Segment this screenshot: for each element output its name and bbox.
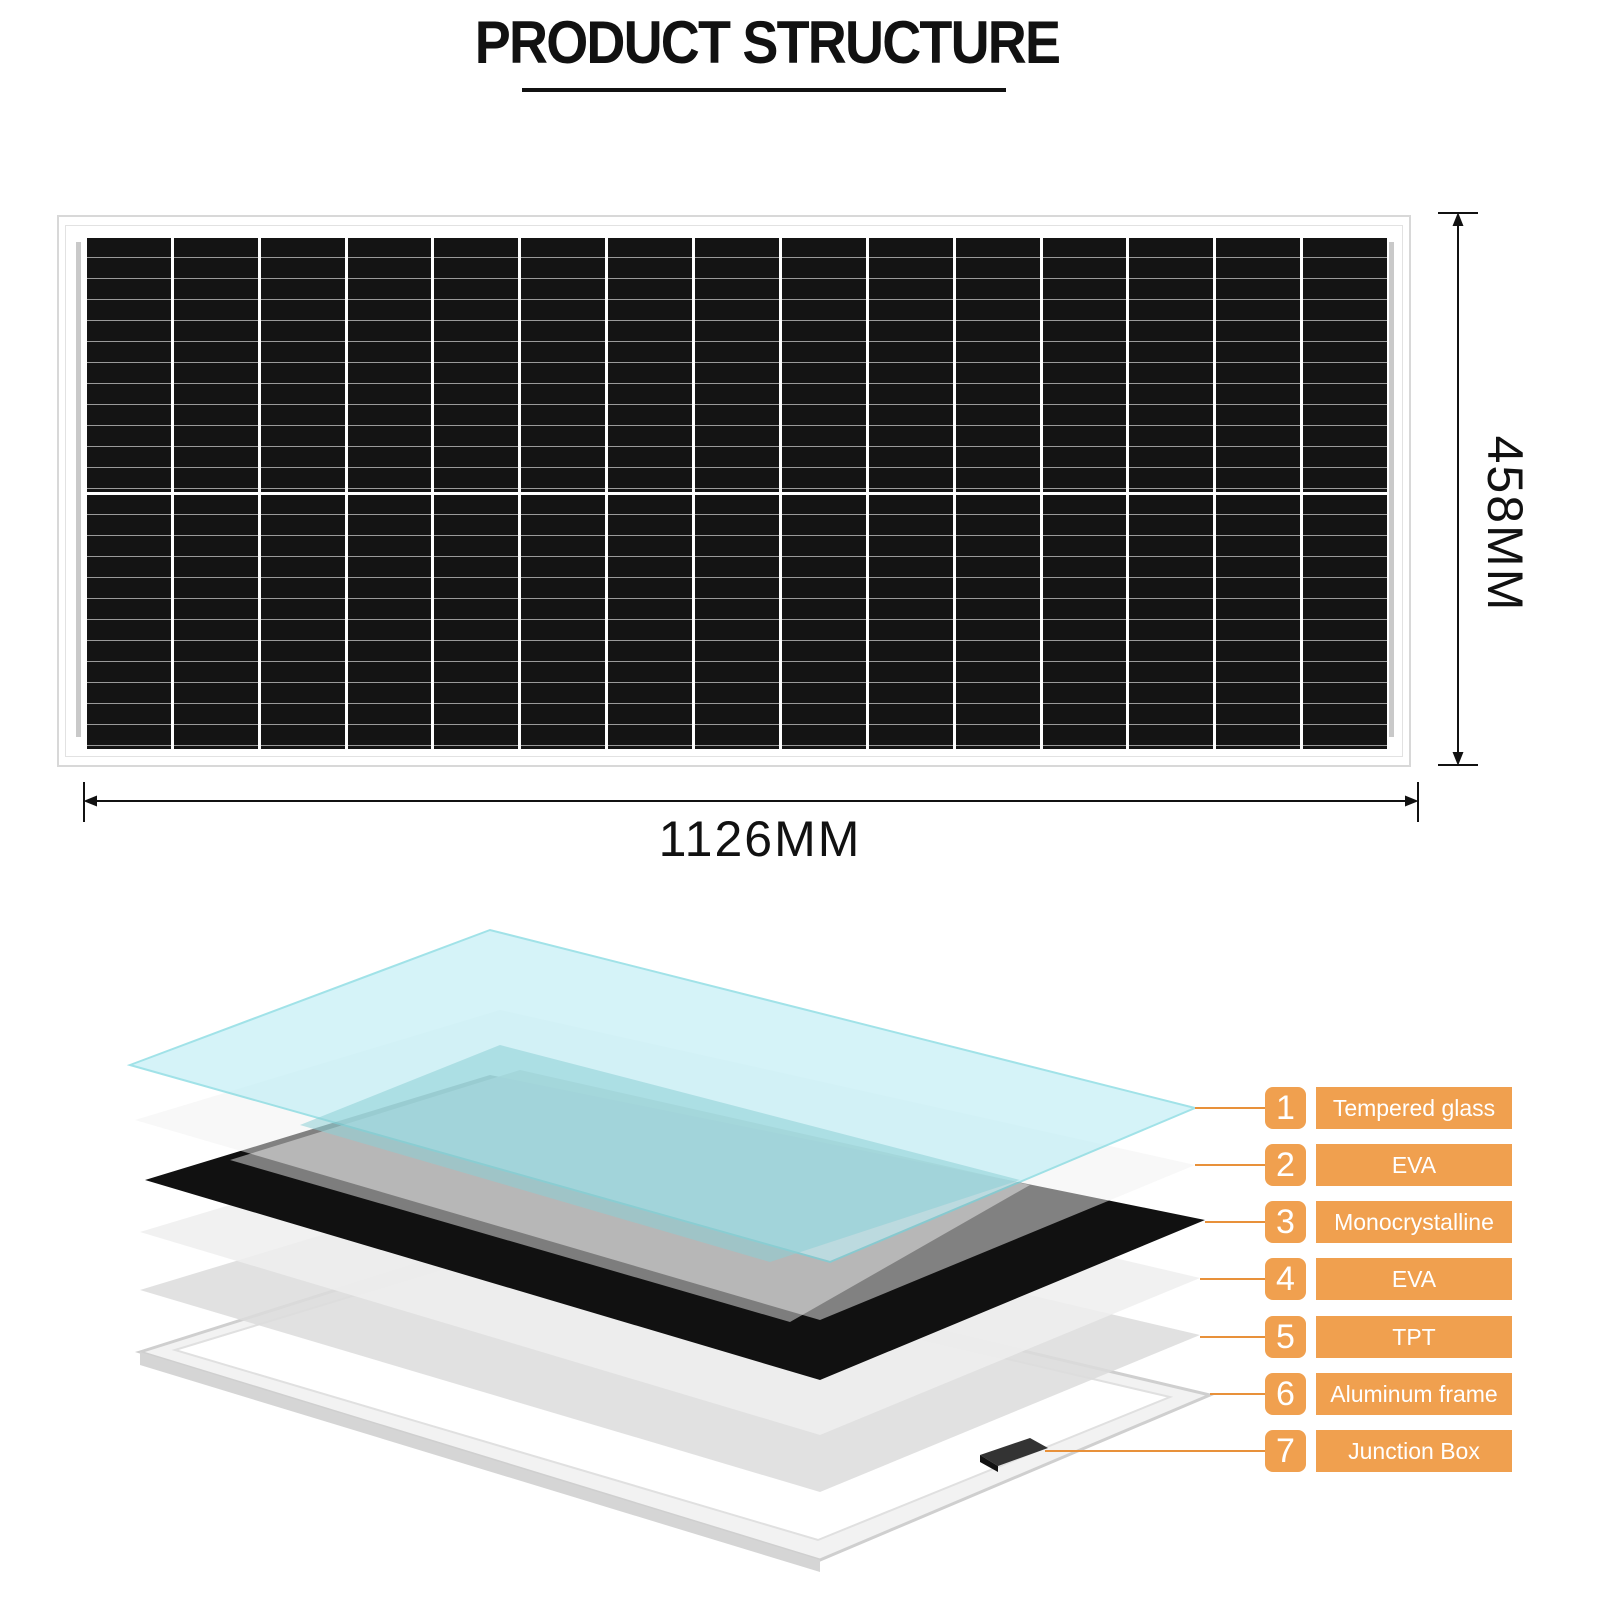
solar-cell: [1303, 238, 1387, 492]
solar-cell: [955, 238, 1040, 492]
leader-lines: [1045, 1107, 1265, 1452]
solar-cell: [1042, 495, 1127, 749]
solar-cell: [868, 238, 953, 492]
solar-cell: [521, 238, 606, 492]
layer-label: EVA: [1316, 1258, 1512, 1300]
solar-cell-grid: [87, 238, 1387, 749]
layer-label: TPT: [1316, 1316, 1512, 1358]
title-underline: [522, 88, 1006, 92]
layer-label: Monocrystalline: [1316, 1201, 1512, 1243]
solar-cell: [173, 495, 258, 749]
layer-label: Aluminum frame: [1316, 1373, 1512, 1415]
layer-label: Tempered glass: [1316, 1087, 1512, 1129]
solar-cell: [434, 495, 519, 749]
solar-cell: [347, 238, 432, 492]
solar-cell: [1216, 495, 1301, 749]
page-title: PRODUCT STRUCTURE: [474, 9, 1061, 76]
solar-cell: [695, 495, 779, 749]
solar-cell: [608, 238, 693, 492]
solar-cell: [868, 495, 953, 749]
solar-cell: [87, 238, 171, 492]
solar-cell: [1129, 238, 1214, 492]
layer-number-badge: 2: [1265, 1144, 1306, 1186]
solar-cell: [260, 238, 345, 492]
width-dimension-arrow: [83, 782, 1419, 822]
solar-cell: [1216, 238, 1301, 492]
solar-cell: [347, 495, 432, 749]
solar-cell: [1042, 238, 1127, 492]
layer-label: EVA: [1316, 1144, 1512, 1186]
junction-box: [980, 1438, 1048, 1472]
width-dimension-label: 1126MM: [658, 811, 862, 867]
layer-number-badge: 4: [1265, 1258, 1306, 1300]
layer-number-badge: 7: [1265, 1430, 1306, 1472]
solar-cell: [695, 238, 779, 492]
solar-cell: [434, 238, 519, 492]
layer-label: Junction Box: [1316, 1430, 1512, 1472]
layer-number-badge: 1: [1265, 1087, 1306, 1129]
solar-cell: [173, 238, 258, 492]
solar-cell: [87, 495, 171, 749]
solar-cell: [781, 495, 866, 749]
panel-left-rail: [76, 242, 81, 737]
solar-cell: [1129, 495, 1214, 749]
panel-right-rail: [1389, 242, 1394, 737]
height-dimension-label: 458MM: [1477, 435, 1533, 613]
solar-cell: [260, 495, 345, 749]
layer-number-badge: 6: [1265, 1373, 1306, 1415]
solar-cell: [781, 238, 866, 492]
solar-cell: [955, 495, 1040, 749]
solar-cell: [608, 495, 693, 749]
glass-cell-tint: [300, 1045, 1020, 1262]
solar-cell: [521, 495, 606, 749]
solar-cell: [1303, 495, 1387, 749]
solar-panel-inner-frame: [65, 225, 1403, 757]
layer-number-badge: 3: [1265, 1201, 1306, 1243]
height-dimension-arrow: [1438, 212, 1478, 766]
layer-number-badge: 5: [1265, 1316, 1306, 1358]
